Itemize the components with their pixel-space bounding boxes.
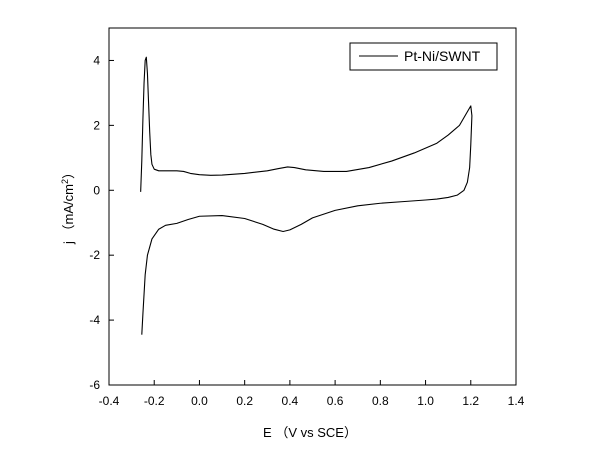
y-axis-title-main: j （mA/cm [61,184,76,245]
plot-frame [108,27,517,386]
legend: Pt-Ni/SWNT [349,42,498,71]
series-layer [140,56,473,335]
x-tick-label: -0.2 [144,394,165,408]
y-tick-label: -2 [89,248,100,262]
y-axis-title: j （mA/cm2） [60,166,76,245]
x-tick-label: 0.0 [191,394,208,408]
x-tick-label: 0.6 [327,394,344,408]
x-tick-label: 0.4 [282,394,299,408]
y-tick-label: 0 [93,183,100,197]
x-axis-title: E （V vs SCE） [263,425,357,440]
x-tick-label: 1.0 [417,394,434,408]
series-line [140,56,473,335]
x-tick-label: 0.8 [372,394,389,408]
y-axis-title-superscript: 2 [60,179,70,184]
x-tick-label: 1.2 [462,394,479,408]
y-tick-label: -6 [89,378,100,392]
y-tick-label: 2 [93,118,100,132]
x-tick-label: -0.4 [99,394,120,408]
x-tick-label: 1.4 [508,394,525,408]
x-tick-label: 0.2 [236,394,253,408]
y-axis-ticks: -6 -4 -2 0 2 4 [89,53,114,392]
y-tick-label: -4 [89,313,100,327]
y-axis-title-end: ） [61,166,76,179]
y-tick-label: 4 [93,53,100,67]
legend-label: Pt-Ni/SWNT [404,48,481,64]
x-axis-ticks: -0.4 -0.2 0.0 0.2 0.4 0.6 0.8 1.0 1.2 1.4 [99,380,525,408]
